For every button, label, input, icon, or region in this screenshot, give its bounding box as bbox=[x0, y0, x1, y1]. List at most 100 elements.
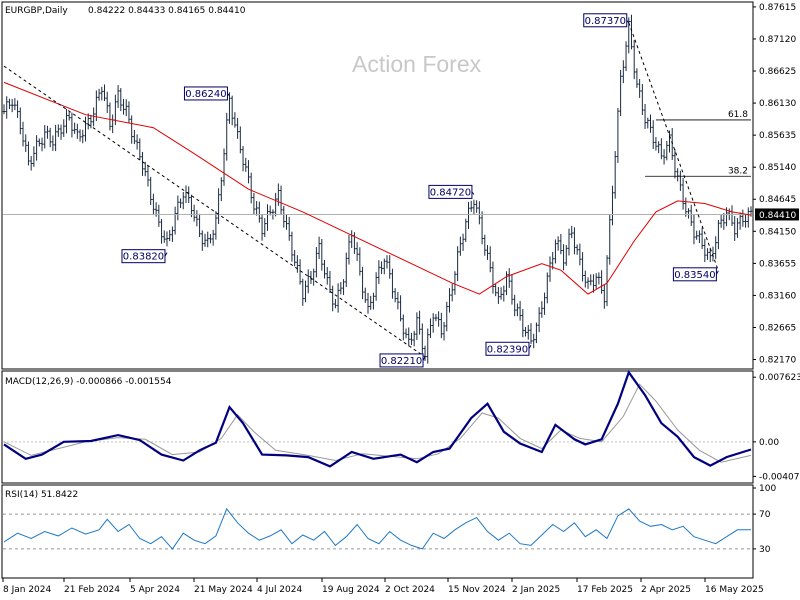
ohlc-bar bbox=[545, 272, 549, 304]
swing-label-text: 0.82390 bbox=[487, 344, 528, 355]
ohlc-bar bbox=[127, 101, 131, 124]
ohlc-bar bbox=[450, 283, 454, 302]
ohlc-bar bbox=[304, 280, 307, 303]
swing-label-pointer bbox=[715, 270, 719, 275]
ohlc-bar bbox=[700, 227, 704, 250]
price-axis-label: 0.87120 bbox=[759, 35, 796, 45]
ohlc-bar bbox=[38, 138, 41, 147]
ohlc-bar bbox=[388, 255, 392, 279]
ohlc-bar bbox=[247, 160, 250, 184]
ohlc-bar bbox=[681, 177, 685, 210]
ohlc-bar bbox=[469, 200, 473, 212]
macd-series: 0.007623 0.00 -0.004073 bbox=[3, 369, 800, 482]
ohlc-bar bbox=[263, 218, 267, 237]
ohlc-bar bbox=[744, 214, 747, 228]
rsi-axis-label: 30 bbox=[759, 545, 771, 555]
ohlc-bar bbox=[228, 92, 231, 124]
ohlc-bar bbox=[336, 283, 340, 313]
swing-label-pointer bbox=[227, 93, 230, 97]
ohlc-bar bbox=[358, 247, 362, 276]
ohlc-bar bbox=[456, 246, 459, 282]
ohlc-bar bbox=[592, 274, 595, 293]
ohlc-bar bbox=[24, 134, 28, 152]
symbol-header: EURGBP,Daily bbox=[5, 6, 68, 16]
ohlc-bar bbox=[402, 314, 405, 341]
ohlc-bar bbox=[567, 228, 571, 256]
ohlc-bar bbox=[662, 149, 666, 165]
ohlc-bar bbox=[548, 256, 552, 282]
ohlc-bar bbox=[76, 123, 79, 139]
ohlc-bar bbox=[339, 282, 343, 295]
ohlc-bar bbox=[478, 201, 481, 225]
ohlc-bar bbox=[312, 268, 315, 286]
ohlc-bar bbox=[442, 321, 446, 341]
ohlc-bar bbox=[184, 185, 188, 203]
ohlc-bar bbox=[133, 129, 136, 145]
time-axis-label: 5 Apr 2024 bbox=[130, 585, 180, 595]
ohlc-bar bbox=[8, 98, 11, 109]
ohlc-bar bbox=[344, 252, 348, 288]
ohlc-bar bbox=[586, 277, 590, 289]
ohlc-bar bbox=[635, 68, 639, 88]
ohlc-bar bbox=[575, 244, 579, 255]
ohlc-bar bbox=[301, 278, 305, 306]
ohlc-bar bbox=[638, 79, 641, 98]
macd-axis-label: -0.004073 bbox=[759, 472, 800, 482]
ohlc-bar bbox=[589, 274, 593, 286]
ohlc-bar bbox=[171, 226, 174, 242]
ohlc-bar bbox=[521, 308, 525, 338]
ohlc-bar bbox=[505, 271, 508, 296]
price-axis-label: 0.86625 bbox=[759, 67, 796, 77]
ohlc-bar bbox=[29, 155, 33, 171]
ohlc-bar bbox=[192, 204, 196, 222]
swing-label-text: 0.86240 bbox=[185, 89, 226, 100]
ohlc-bar bbox=[328, 270, 332, 294]
ohlc-bar bbox=[437, 311, 440, 327]
ohlc-bar bbox=[298, 259, 302, 285]
rsi-pane-frame bbox=[1, 484, 754, 579]
ohlc-bar bbox=[13, 98, 17, 111]
ohlc-bar bbox=[290, 231, 294, 262]
ohlc-bar bbox=[421, 323, 424, 356]
ohlc-bar bbox=[143, 161, 147, 177]
ohlc-bar bbox=[206, 231, 210, 248]
ohlc-bar bbox=[741, 209, 745, 227]
ohlc-bar bbox=[461, 233, 465, 251]
ohlc-bar bbox=[103, 84, 106, 102]
ohlc-bar bbox=[176, 195, 180, 221]
ohlc-bar bbox=[654, 137, 658, 151]
time-axis-label: 4 Jul 2024 bbox=[257, 585, 302, 595]
ohlc-bar bbox=[54, 124, 57, 152]
ohlc-bar bbox=[350, 230, 353, 248]
ohlc-bar bbox=[714, 236, 717, 260]
macd-signal-line bbox=[3, 383, 752, 463]
ohlc-bar bbox=[540, 301, 544, 318]
ohlc-bar bbox=[138, 138, 142, 161]
moving-average-line bbox=[3, 81, 752, 295]
ohlc-bar bbox=[412, 330, 416, 347]
time-axis-label: 15 Nov 2024 bbox=[448, 585, 506, 595]
ohlc-bar bbox=[320, 238, 324, 271]
ohlc-bar bbox=[736, 218, 739, 238]
ohlc-bar bbox=[418, 310, 421, 335]
ohlc-bar bbox=[480, 211, 484, 245]
ohlc-bar bbox=[676, 168, 679, 182]
ohlc-bar bbox=[369, 295, 373, 310]
ohlc-bar bbox=[325, 267, 329, 285]
swing-label-text: 0.84720 bbox=[430, 187, 471, 198]
ohlc-header: 0.84222 0.84433 0.84165 0.84410 bbox=[88, 6, 246, 16]
ohlc-bar bbox=[429, 318, 432, 338]
ohlc-bar bbox=[57, 124, 60, 137]
ohlc-bar bbox=[165, 231, 169, 247]
ohlc-bar bbox=[404, 328, 408, 339]
ohlc-bar bbox=[605, 255, 609, 307]
ohlc-bar bbox=[630, 14, 633, 50]
ohlc-bar bbox=[543, 292, 546, 315]
ohlc-bar bbox=[491, 261, 495, 294]
time-axis-label: 21 Feb 2024 bbox=[64, 585, 120, 595]
ohlc-bar bbox=[564, 245, 568, 266]
ohlc-bar bbox=[122, 98, 125, 115]
ohlc-bar bbox=[35, 135, 38, 161]
ohlc-bar bbox=[86, 113, 90, 130]
swing-label-text: 0.83820 bbox=[123, 252, 164, 263]
